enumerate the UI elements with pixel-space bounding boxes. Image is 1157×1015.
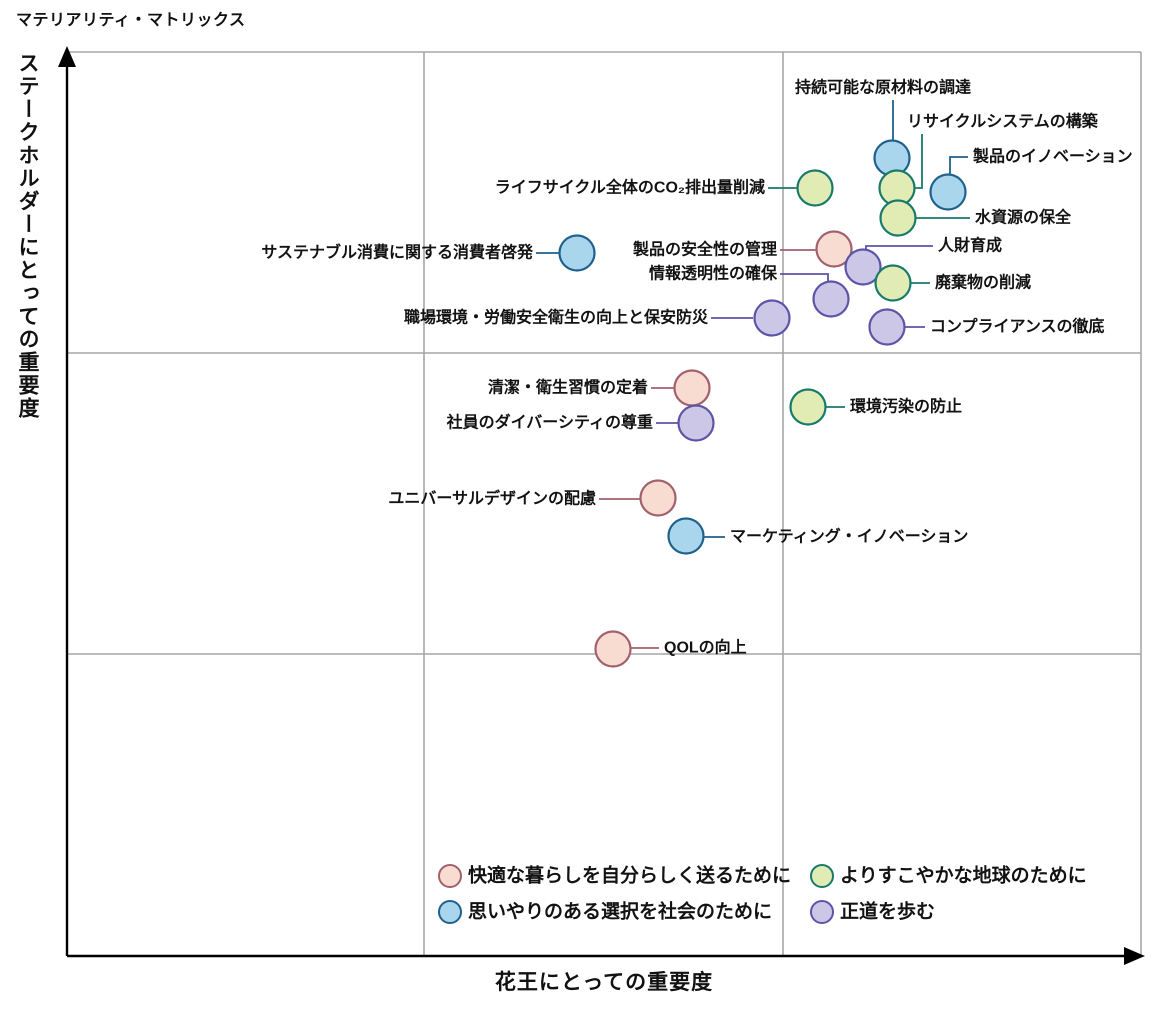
point-group-product-safety-management: 製品の安全性の管理 xyxy=(632,230,853,268)
point-label-sustainable-consumption-education: サステナブル消費に関する消費者啓発 xyxy=(261,243,534,262)
point-product-innovation xyxy=(929,173,967,211)
legend-label-comfortable-life: 快適な暮らしを自分らしく送るために xyxy=(468,864,791,887)
y-axis-arrow-icon xyxy=(58,46,76,67)
point-label-employee-diversity: 社員のダイバーシティの尊重 xyxy=(446,413,653,432)
point-group-employee-diversity: 社員のダイバーシティの尊重 xyxy=(446,404,715,442)
point-workplace-safety xyxy=(753,299,791,337)
legend-marker-comfortable-life xyxy=(438,864,462,888)
point-label-marketing-innovation: マーケティング・イノベーション xyxy=(730,527,968,546)
point-group-universal-design: ユニバーサルデザインの配慮 xyxy=(388,479,677,517)
legend-marker-thoughtful-choices xyxy=(438,900,462,924)
leader-product-innovation xyxy=(949,156,968,175)
point-group-workplace-safety: 職場環境・労働安全衛生の向上と保安防災 xyxy=(404,299,791,337)
point-hygiene-habits xyxy=(673,369,711,407)
point-label-product-innovation: 製品のイノベーション xyxy=(972,147,1133,166)
point-compliance xyxy=(868,308,906,346)
legend-item-walk-right-path: 正道を歩む xyxy=(810,900,935,924)
x-axis-label: 花王にとっての重要度 xyxy=(494,971,714,994)
point-product-safety-management xyxy=(815,230,853,268)
point-water-conservation xyxy=(879,199,917,237)
legend-item-healthier-planet: よりすこやかな地球のために xyxy=(810,864,1087,888)
point-group-recycling-system: リサイクルシステムの構築 xyxy=(878,112,1099,207)
point-group-information-transparency: 情報透明性の確保 xyxy=(649,264,850,318)
point-label-product-safety-management: 製品の安全性の管理 xyxy=(632,240,777,259)
point-universal-design xyxy=(639,479,677,517)
point-group-pollution-prevention: 環境汚染の防止 xyxy=(789,388,962,426)
point-sustainable-consumption-education xyxy=(558,234,596,272)
page-title: マテリアリティ・マトリックス xyxy=(16,12,246,29)
point-waste-reduction xyxy=(874,264,912,302)
point-group-water-conservation: 水資源の保全 xyxy=(879,199,1072,237)
legend-marker-walk-right-path xyxy=(810,900,834,924)
point-group-hygiene-habits: 清潔・衛生習慣の定着 xyxy=(488,369,711,407)
legend-label-healthier-planet: よりすこやかな地球のために xyxy=(840,864,1087,887)
point-human-capital-development xyxy=(844,248,882,286)
legend-item-comfortable-life: 快適な暮らしを自分らしく送るために xyxy=(438,864,791,888)
leader-recycling-system xyxy=(915,134,923,189)
legend-label-walk-right-path: 正道を歩む xyxy=(840,900,935,923)
point-group-sustainable-consumption-education: サステナブル消費に関する消費者啓発 xyxy=(261,234,596,272)
point-lifecycle-co2-reduction xyxy=(796,169,834,207)
point-label-recycling-system: リサイクルシステムの構築 xyxy=(907,112,1099,131)
leader-information-transparency xyxy=(780,273,829,283)
point-group-product-innovation: 製品のイノベーション xyxy=(929,147,1133,211)
point-label-water-conservation: 水資源の保全 xyxy=(975,208,1072,227)
point-group-human-capital-development: 人財育成 xyxy=(844,236,1002,286)
point-marketing-innovation xyxy=(667,517,705,555)
point-label-hygiene-habits: 清潔・衛生習慣の定着 xyxy=(488,378,648,397)
point-label-compliance: コンプライアンスの徹底 xyxy=(930,317,1105,336)
point-group-qol-improvement: QOLの向上 xyxy=(594,630,747,668)
point-group-sustainable-raw-materials: 持続可能な原材料の調達 xyxy=(795,78,971,177)
point-employee-diversity xyxy=(677,404,715,442)
point-label-lifecycle-co2-reduction: ライフサイクル全体のCO₂排出量削減 xyxy=(495,178,765,197)
point-group-lifecycle-co2-reduction: ライフサイクル全体のCO₂排出量削減 xyxy=(495,169,834,207)
point-group-waste-reduction: 廃棄物の削減 xyxy=(874,264,1031,302)
point-label-pollution-prevention: 環境汚染の防止 xyxy=(850,397,962,416)
point-label-universal-design: ユニバーサルデザインの配慮 xyxy=(388,489,596,508)
point-label-waste-reduction: 廃棄物の削減 xyxy=(935,273,1031,292)
point-information-transparency xyxy=(812,280,850,318)
point-label-workplace-safety: 職場環境・労働安全衛生の向上と保安防災 xyxy=(404,308,709,327)
legend-label-thoughtful-choices: 思いやりのある選択を社会のために xyxy=(468,900,772,923)
point-label-human-capital-development: 人財育成 xyxy=(938,236,1002,255)
leader-human-capital-development xyxy=(865,245,933,250)
point-qol-improvement xyxy=(594,630,632,668)
legend-marker-healthier-planet xyxy=(810,864,834,888)
x-axis-arrow-icon xyxy=(1124,947,1145,965)
point-label-qol-improvement: QOLの向上 xyxy=(664,638,747,657)
point-label-sustainable-raw-materials: 持続可能な原材料の調達 xyxy=(795,78,971,97)
point-group-compliance: コンプライアンスの徹底 xyxy=(868,308,1105,346)
y-axis-label: ステークホルダーにとっての重要度 xyxy=(16,52,39,420)
legend-item-thoughtful-choices: 思いやりのある選択を社会のために xyxy=(438,900,772,924)
point-group-marketing-innovation: マーケティング・イノベーション xyxy=(667,517,968,555)
point-pollution-prevention xyxy=(789,388,827,426)
point-label-information-transparency: 情報透明性の確保 xyxy=(649,264,778,283)
